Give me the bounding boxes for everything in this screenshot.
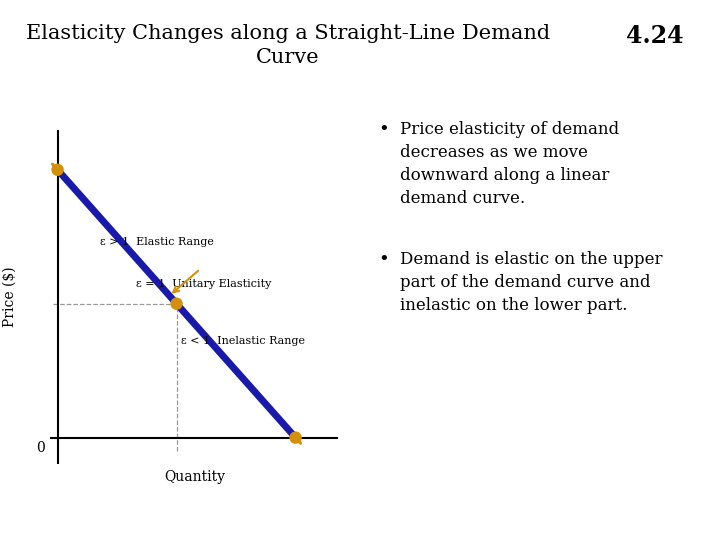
Text: Elasticity Changes along a Straight-Line Demand
Curve: Elasticity Changes along a Straight-Line…: [26, 24, 550, 67]
Text: Price ($): Price ($): [3, 267, 17, 327]
Text: •: •: [378, 251, 389, 269]
Text: ε < 1  Inelastic Range: ε < 1 Inelastic Range: [181, 336, 305, 346]
Text: 4.24: 4.24: [626, 24, 684, 48]
Text: ε = 1  Unitary Elasticity: ε = 1 Unitary Elasticity: [136, 279, 271, 288]
Text: •: •: [378, 122, 389, 139]
Text: ε > 1  Elastic Range: ε > 1 Elastic Range: [100, 237, 215, 247]
X-axis label: Quantity: Quantity: [164, 470, 225, 484]
Point: [289, 433, 301, 442]
Point: [52, 165, 63, 174]
Point: [171, 299, 182, 308]
Text: Price elasticity of demand
decreases as we move
downward along a linear
demand c: Price elasticity of demand decreases as …: [400, 122, 618, 207]
Text: Demand is elastic on the upper
part of the demand curve and
inelastic on the low: Demand is elastic on the upper part of t…: [400, 251, 662, 314]
Text: 0: 0: [37, 441, 45, 455]
